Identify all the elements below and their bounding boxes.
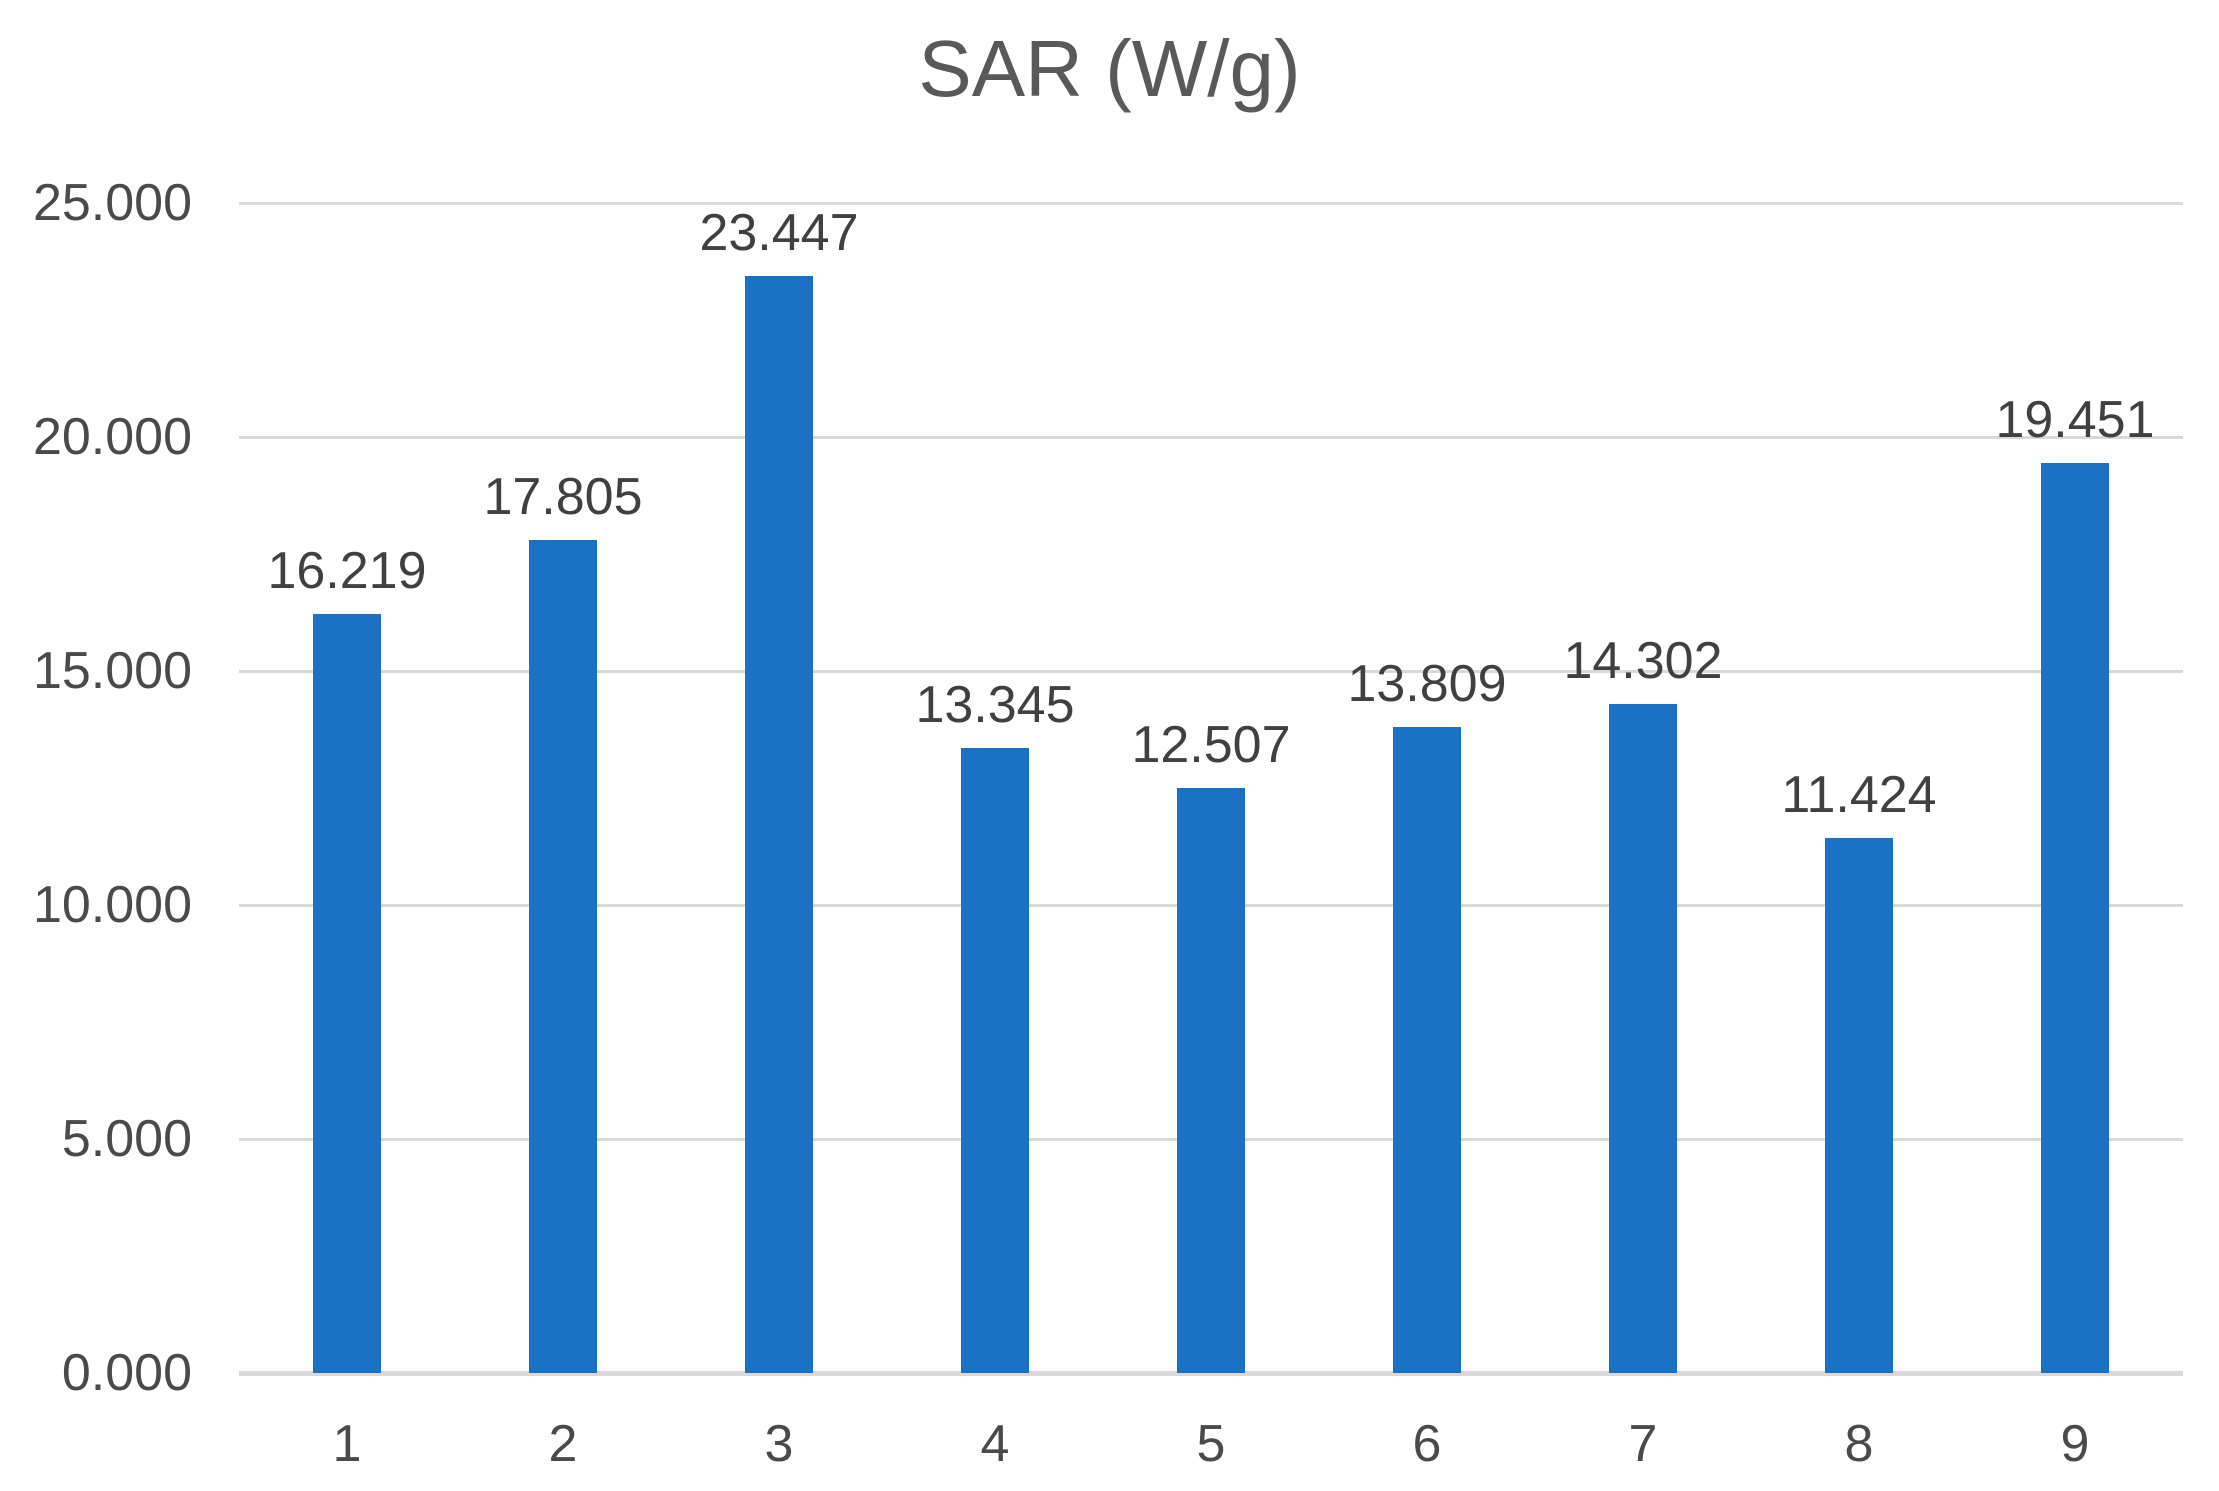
bar: [745, 275, 813, 1373]
bar-value-label: 13.809: [1347, 654, 1507, 713]
bar-value-label: 12.507: [1131, 715, 1291, 774]
x-tick-label: 4: [980, 1415, 1010, 1473]
y-tick-label: 20.000: [32, 408, 192, 466]
x-tick-label: 5: [1196, 1415, 1226, 1473]
bar: [1177, 787, 1245, 1373]
y-tick-label: 5.000: [61, 1110, 192, 1168]
x-tick-label: 8: [1844, 1415, 1874, 1473]
bar-value-label: 16.219: [267, 541, 427, 600]
gridline: [239, 670, 2183, 673]
x-tick-label: 6: [1412, 1415, 1442, 1473]
chart-title: SAR (W/g): [918, 24, 1301, 113]
bar: [529, 539, 597, 1373]
gridline: [239, 436, 2183, 439]
y-tick-label: 0.000: [61, 1344, 192, 1402]
x-tick-label: 7: [1628, 1415, 1658, 1473]
bar-value-label: 13.345: [915, 676, 1075, 735]
x-tick-label: 9: [2060, 1415, 2090, 1473]
bar: [2041, 462, 2109, 1373]
bar-value-label: 14.302: [1563, 631, 1723, 690]
bar: [1393, 726, 1461, 1373]
bar: [1609, 703, 1677, 1373]
bar-value-label: 17.805: [483, 467, 643, 526]
bar-value-label: 19.451: [1995, 390, 2155, 449]
bar-value-label: 23.447: [699, 203, 859, 262]
x-tick-label: 2: [548, 1415, 578, 1473]
bar-value-label: 11.424: [1781, 766, 1937, 825]
y-tick-label: 15.000: [32, 642, 192, 700]
y-tick-label: 10.000: [32, 876, 192, 934]
x-tick-label: 1: [332, 1415, 362, 1473]
bar: [1825, 838, 1893, 1373]
x-axis-line: [239, 1371, 2183, 1376]
gridline: [239, 202, 2183, 205]
bar: [961, 748, 1029, 1373]
x-tick-label: 3: [764, 1415, 794, 1473]
bar: [313, 613, 381, 1373]
y-tick-label: 25.000: [32, 174, 192, 232]
